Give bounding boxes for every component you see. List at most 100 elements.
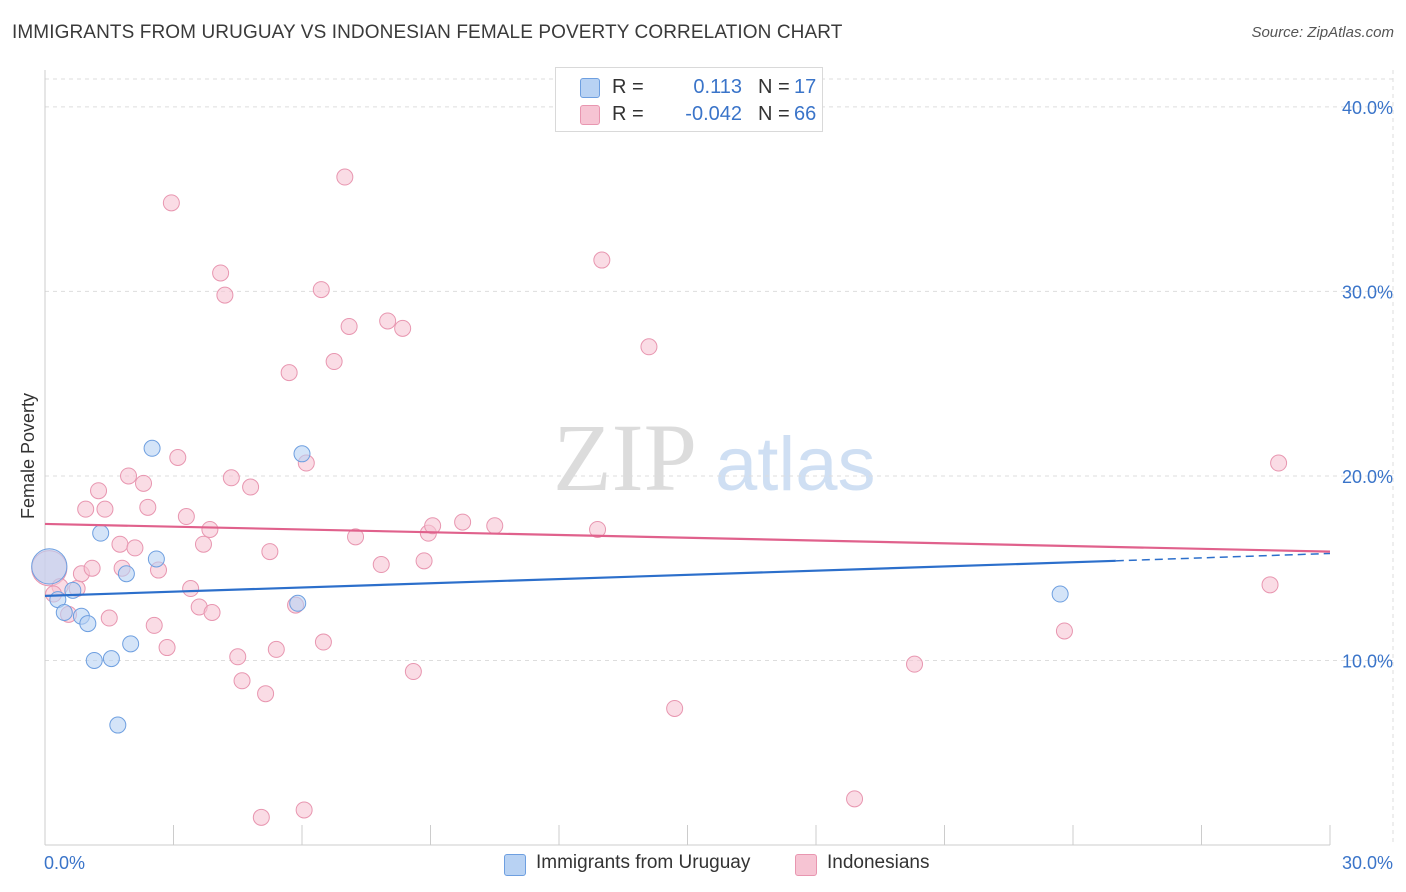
indonesians-point bbox=[404, 663, 422, 681]
trend-lines bbox=[44, 522, 1331, 597]
x-tick-label: 30.0% bbox=[1342, 853, 1393, 873]
legend-label: Immigrants from Uruguay bbox=[536, 852, 751, 873]
indonesians-point bbox=[666, 699, 684, 717]
y-axis-label: Female Poverty bbox=[18, 393, 38, 519]
indonesians-point bbox=[212, 264, 230, 282]
indonesians-point bbox=[145, 616, 163, 634]
uruguay-point bbox=[31, 548, 68, 585]
indonesians-point bbox=[325, 353, 343, 371]
source-label: Source: ZipAtlas.com bbox=[1251, 24, 1394, 41]
indonesians-point bbox=[90, 482, 108, 500]
indonesians-point bbox=[201, 520, 219, 538]
indonesians-point bbox=[139, 498, 157, 516]
indonesians-point bbox=[252, 808, 270, 826]
indonesians-point bbox=[1270, 454, 1288, 472]
indonesians-point bbox=[846, 790, 864, 808]
uruguay-swatch bbox=[504, 854, 526, 876]
r-value: -0.042 bbox=[685, 103, 742, 125]
indonesians-point bbox=[242, 478, 260, 496]
uruguay-point bbox=[102, 650, 120, 668]
uruguay-point bbox=[1051, 585, 1069, 603]
r-value: 0.113 bbox=[693, 76, 742, 98]
uruguay-point bbox=[143, 439, 161, 457]
watermark: ZIP atlas bbox=[553, 404, 876, 511]
indonesians-point bbox=[454, 513, 472, 531]
correlation-legend: R = 0.113 N = 17 R = -0.042 N = 66 bbox=[555, 67, 823, 132]
watermark-zip: ZIP bbox=[553, 404, 697, 511]
n-value: 17 bbox=[794, 76, 817, 98]
indonesians-point bbox=[83, 559, 101, 577]
indonesians-point bbox=[203, 604, 221, 621]
indonesians-point bbox=[312, 281, 330, 299]
x-tick-label: 0.0% bbox=[44, 853, 85, 873]
indonesians-point bbox=[589, 520, 607, 538]
indonesians-swatch bbox=[580, 105, 600, 125]
uruguay-point bbox=[147, 550, 165, 568]
indonesians-point bbox=[111, 535, 129, 553]
uruguay-trend-line bbox=[44, 559, 1116, 597]
indonesians-point bbox=[257, 685, 275, 703]
indonesians-point bbox=[314, 633, 332, 651]
indonesians-point bbox=[415, 552, 433, 570]
indonesians-point bbox=[229, 648, 247, 666]
uruguay-point bbox=[79, 615, 97, 633]
indonesians-point bbox=[182, 580, 200, 598]
uruguay-point bbox=[55, 604, 73, 621]
r-label: R = bbox=[612, 103, 644, 125]
indonesians-point bbox=[1055, 622, 1073, 640]
indonesians-trend-line bbox=[44, 522, 1331, 553]
legend-label: Indonesians bbox=[827, 852, 930, 873]
indonesians-point bbox=[135, 474, 153, 492]
uruguay-swatch bbox=[580, 78, 600, 98]
y-tick-label: 20.0% bbox=[1342, 467, 1393, 487]
indonesians-point bbox=[126, 539, 144, 557]
tick-labels: 10.0% 20.0% 30.0% 40.0% 0.0% 30.0% bbox=[44, 98, 1393, 873]
indonesians-point bbox=[340, 317, 358, 335]
uruguay-points bbox=[31, 439, 1069, 734]
indonesians-point bbox=[158, 639, 176, 657]
indonesians-point bbox=[379, 312, 397, 330]
series-legend: Immigrants from Uruguay Indonesians bbox=[0, 852, 1406, 878]
indonesians-point bbox=[486, 517, 504, 535]
indonesians-point bbox=[906, 655, 924, 673]
indonesians-point bbox=[347, 528, 365, 546]
uruguay-point bbox=[117, 565, 135, 583]
indonesians-point bbox=[100, 609, 118, 627]
indonesians-point bbox=[96, 500, 114, 518]
indonesians-swatch bbox=[795, 854, 817, 876]
indonesians-point bbox=[336, 168, 354, 186]
indonesians-point bbox=[77, 500, 95, 518]
uruguay-trend-extension bbox=[1115, 552, 1331, 562]
uruguay-point bbox=[122, 635, 140, 653]
indonesians-point bbox=[640, 338, 658, 356]
uruguay-point bbox=[85, 651, 103, 669]
n-label: N = bbox=[758, 76, 790, 98]
indonesians-point bbox=[424, 517, 442, 535]
uruguay-point bbox=[293, 445, 311, 463]
indonesians-point bbox=[120, 467, 138, 485]
indonesians-point bbox=[169, 449, 187, 466]
indonesians-point bbox=[394, 319, 412, 337]
uruguay-point bbox=[109, 716, 127, 734]
indonesians-point bbox=[1261, 576, 1279, 594]
axes bbox=[44, 70, 1331, 846]
uruguay-point bbox=[289, 594, 307, 612]
r-label: R = bbox=[612, 76, 644, 98]
y-tick-label: 30.0% bbox=[1342, 282, 1393, 302]
indonesians-point bbox=[233, 672, 251, 690]
indonesians-point bbox=[194, 535, 212, 553]
n-label: N = bbox=[758, 103, 790, 125]
indonesians-point bbox=[216, 286, 234, 304]
n-value: 66 bbox=[794, 103, 817, 125]
indonesians-point bbox=[162, 194, 180, 212]
indonesians-point bbox=[295, 801, 313, 819]
y-tick-label: 40.0% bbox=[1342, 98, 1393, 118]
indonesians-point bbox=[593, 251, 611, 269]
indonesians-point bbox=[267, 640, 285, 658]
watermark-atlas: atlas bbox=[715, 422, 876, 507]
chart-title: IMMIGRANTS FROM URUGUAY VS INDONESIAN FE… bbox=[12, 22, 843, 43]
indonesians-point bbox=[372, 556, 390, 574]
uruguay-point bbox=[92, 524, 110, 542]
indonesians-point bbox=[222, 469, 240, 487]
